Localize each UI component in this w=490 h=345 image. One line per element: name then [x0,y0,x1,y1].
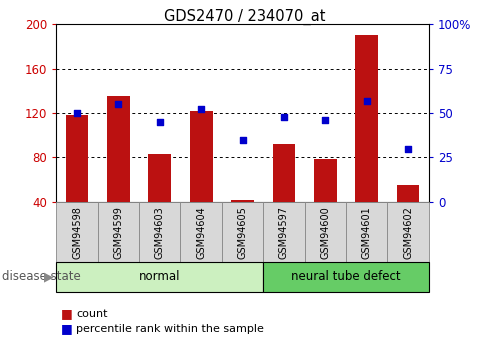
FancyBboxPatch shape [98,202,139,262]
Text: GSM94604: GSM94604 [196,206,206,259]
FancyBboxPatch shape [305,202,346,262]
FancyBboxPatch shape [222,202,263,262]
Text: GSM94602: GSM94602 [403,206,413,259]
FancyBboxPatch shape [263,202,305,262]
Point [197,107,205,112]
Bar [66,115,88,202]
Text: GDS2470 / 234070_at: GDS2470 / 234070_at [164,9,326,25]
Bar [272,144,295,202]
FancyBboxPatch shape [346,202,388,262]
Text: GSM94599: GSM94599 [113,206,123,259]
Point [73,110,81,116]
Bar [190,111,213,202]
Point [156,119,164,125]
Bar [231,200,254,202]
Point [321,117,329,123]
Text: count: count [76,309,107,319]
Text: GSM94598: GSM94598 [72,206,82,259]
Point [404,146,412,151]
Text: percentile rank within the sample: percentile rank within the sample [76,324,264,334]
Text: GSM94601: GSM94601 [362,206,372,259]
Bar [314,158,337,202]
Point [239,137,246,142]
FancyBboxPatch shape [56,202,98,262]
Text: GSM94600: GSM94600 [320,206,330,259]
Text: ■: ■ [61,307,73,321]
Text: GSM94597: GSM94597 [279,206,289,259]
Text: disease state: disease state [2,270,81,283]
Bar [107,96,130,202]
Text: GSM94605: GSM94605 [238,206,247,259]
FancyBboxPatch shape [139,202,180,262]
Point [363,98,370,103]
Point [280,114,288,119]
Text: neural tube defect: neural tube defect [291,270,401,283]
Point [115,101,122,107]
Bar [355,35,378,202]
FancyBboxPatch shape [180,202,222,262]
Bar [397,185,419,202]
Text: ■: ■ [61,322,73,335]
Text: ▶: ▶ [44,270,54,283]
FancyBboxPatch shape [388,202,429,262]
Text: normal: normal [139,270,180,283]
FancyBboxPatch shape [56,262,263,292]
Bar [148,154,171,202]
Text: GSM94603: GSM94603 [155,206,165,259]
FancyBboxPatch shape [263,262,429,292]
